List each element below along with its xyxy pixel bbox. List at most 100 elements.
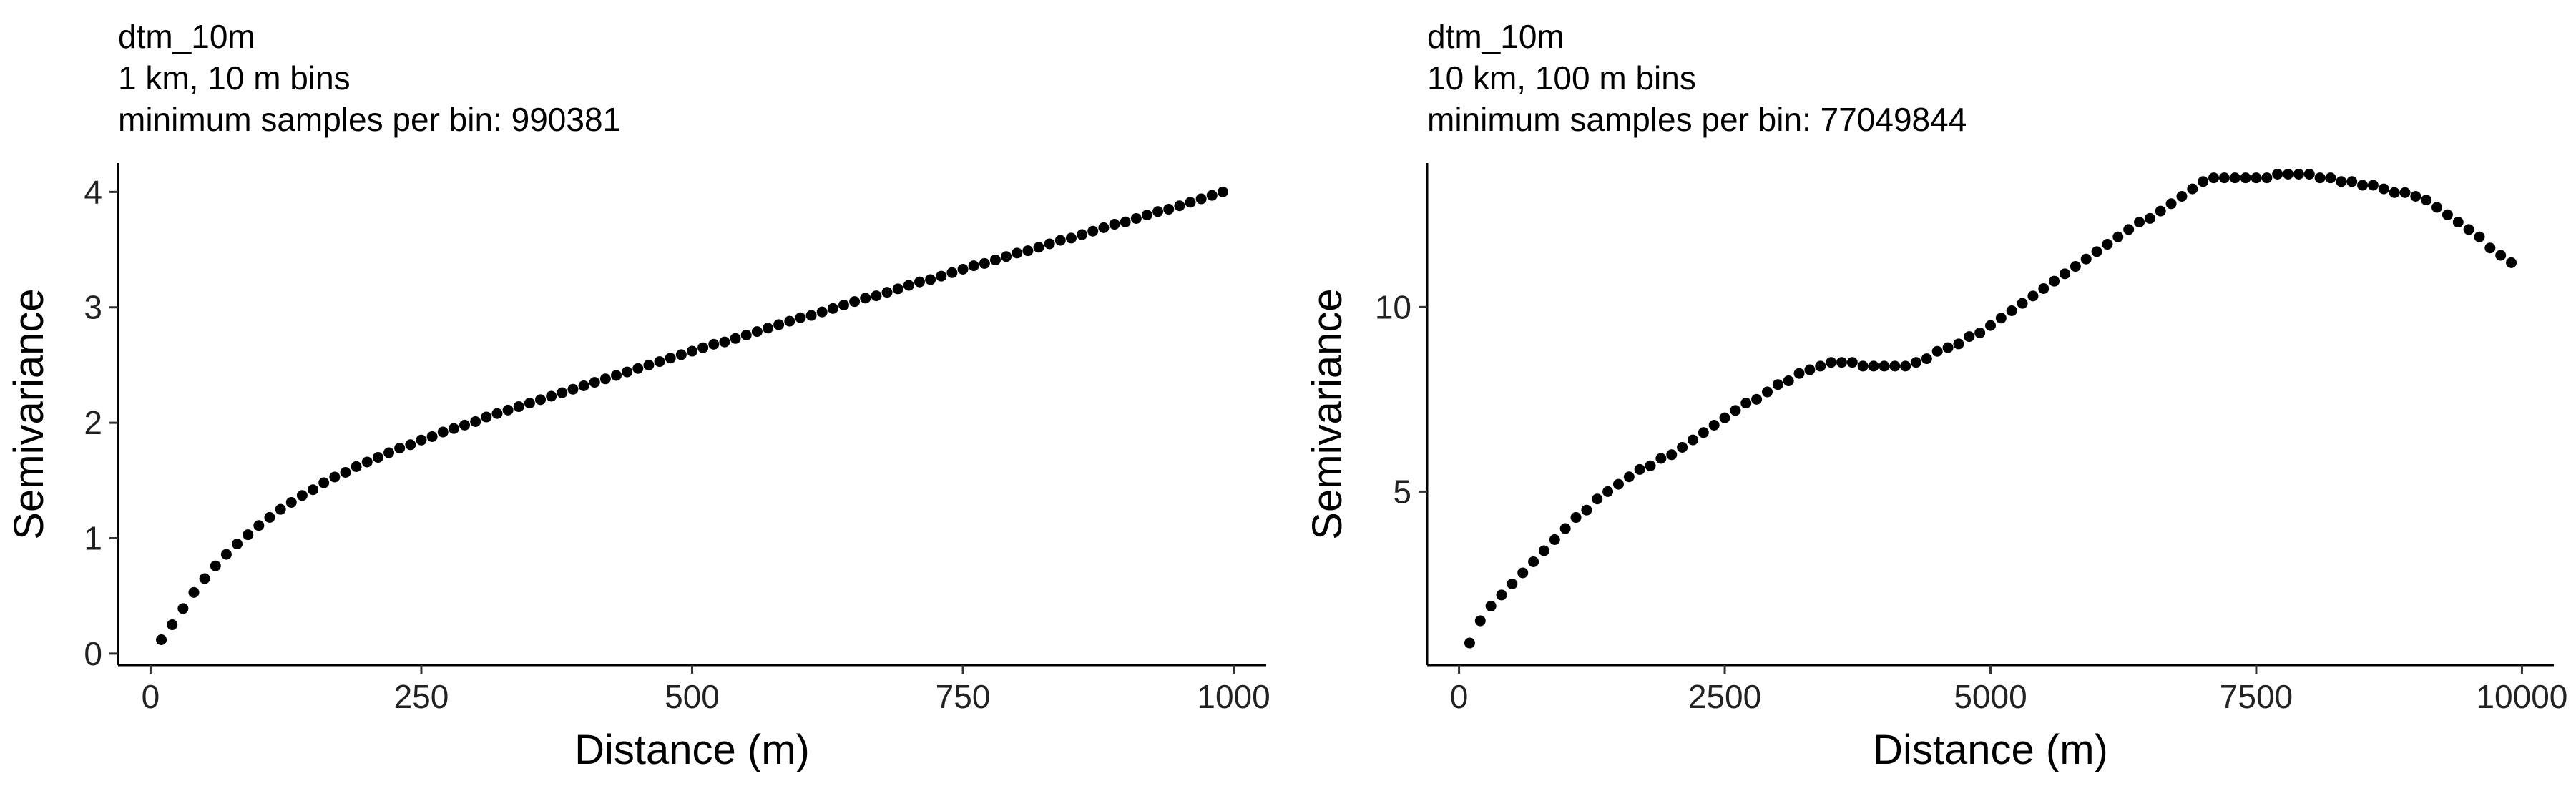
left-data-point — [881, 287, 893, 298]
right-x-tick-label: 10000 — [2476, 678, 2567, 715]
right-data-point — [2410, 190, 2421, 202]
left-data-point — [567, 383, 579, 395]
left-data-point — [394, 443, 406, 454]
left-data-point — [578, 380, 589, 391]
left-data-point — [589, 377, 600, 388]
left-chart-panel: dtm_10m 1 km, 10 m bins minimum samples … — [6, 16, 1270, 773]
right-data-point — [1836, 357, 1847, 368]
left-data-point — [253, 520, 265, 531]
left-x-tick-label: 500 — [665, 678, 720, 715]
left-chart-title-block: dtm_10m 1 km, 10 m bins minimum samples … — [118, 16, 621, 140]
right-data-point — [1698, 427, 1709, 438]
right-y-tick-label: 10 — [1375, 288, 1411, 325]
right-data-point — [1645, 460, 1656, 471]
right-data-point — [1815, 360, 1826, 372]
left-data-point — [557, 387, 568, 398]
right-data-point — [2506, 257, 2517, 268]
right-data-point — [2027, 290, 2039, 302]
left-data-point — [285, 496, 297, 508]
right-data-point — [2229, 172, 2240, 184]
right-data-point — [2006, 305, 2017, 316]
left-data-point — [1217, 186, 1228, 197]
left-data-point — [470, 416, 481, 427]
left-data-point — [719, 336, 730, 348]
left-y-tick-label: 1 — [84, 519, 102, 556]
right-data-point — [1868, 360, 1879, 372]
right-data-point — [2442, 209, 2453, 220]
left-data-point — [210, 560, 221, 571]
left-data-point — [849, 296, 861, 308]
left-data-point — [1012, 247, 1023, 259]
left-data-point — [535, 394, 547, 406]
right-data-point — [1846, 357, 1858, 368]
right-data-point — [2060, 268, 2071, 280]
right-data-point — [2038, 283, 2049, 294]
right-data-point — [1931, 345, 1943, 357]
left-data-point — [308, 484, 319, 496]
left-data-point — [156, 634, 167, 645]
left-data-point — [632, 363, 644, 374]
left-data-point — [914, 276, 925, 288]
right-chart-subtitle-1: 10 km, 100 m bins — [1427, 59, 1696, 97]
right-data-point — [1889, 360, 1901, 372]
left-data-point — [188, 586, 200, 598]
left-chart-plot: 0 250 500 750 1000 0 1 2 3 4 Distance (m) Semivaria… — [6, 163, 1270, 773]
left-data-point — [264, 511, 275, 523]
right-data-point — [1528, 556, 1539, 567]
left-data-point — [611, 370, 622, 381]
right-y-tick-label: 5 — [1393, 473, 1411, 510]
left-y-tick-label: 4 — [84, 173, 102, 210]
left-data-point — [751, 326, 763, 338]
left-data-point — [1077, 229, 1088, 240]
right-data-point — [2367, 180, 2379, 191]
right-data-point — [2378, 183, 2389, 195]
left-data-point — [892, 283, 903, 295]
right-chart-panel: dtm_10m 10 km, 100 m bins minimum sample… — [1288, 0, 2576, 796]
left-data-point — [1033, 242, 1044, 253]
left-data-point — [1120, 216, 1131, 227]
left-data-point — [1174, 200, 1185, 212]
left-x-tick-label: 1000 — [1197, 678, 1270, 715]
left-data-point — [675, 349, 687, 360]
left-data-point — [491, 408, 503, 419]
left-data-point — [740, 329, 752, 340]
left-data-point — [361, 456, 373, 468]
right-data-point — [2251, 172, 2262, 184]
left-y-tick-label: 2 — [84, 404, 102, 441]
left-data-point — [979, 257, 990, 269]
left-data-point — [372, 452, 383, 463]
right-data-point — [1772, 379, 1783, 390]
right-data-point — [2484, 242, 2496, 254]
left-y-tick-label: 0 — [84, 635, 102, 672]
right-data-point — [1857, 360, 1869, 372]
right-data-point — [2463, 224, 2474, 235]
right-data-point — [1964, 331, 1975, 343]
right-data-point — [2399, 187, 2411, 198]
left-data-point — [784, 315, 795, 327]
left-data-point — [795, 312, 806, 323]
right-data-point — [2421, 195, 2432, 206]
right-data-point — [2134, 217, 2145, 228]
right-data-point — [1634, 463, 1645, 475]
right-data-point — [2123, 224, 2135, 235]
right-data-point — [2336, 176, 2347, 187]
right-x-tick-label: 0 — [1450, 678, 1469, 715]
right-data-point — [1485, 600, 1497, 611]
left-data-point — [232, 539, 243, 550]
right-x-tick-label: 2500 — [1688, 678, 1761, 715]
left-data-point — [318, 477, 330, 488]
right-data-point — [1507, 578, 1518, 589]
right-data-point — [2325, 172, 2336, 184]
left-data-point — [1152, 206, 1164, 217]
right-data-point — [2261, 172, 2273, 184]
right-data-point — [1496, 589, 1507, 601]
left-data-point — [1130, 212, 1142, 224]
left-data-point — [481, 411, 492, 423]
left-data-point — [329, 471, 341, 483]
left-data-point — [989, 255, 1001, 266]
right-data-point — [2049, 275, 2060, 287]
right-chart-title: dtm_10m — [1427, 18, 1564, 55]
right-data-point — [1783, 375, 1794, 387]
left-data-point — [838, 299, 849, 310]
right-data-point — [1708, 419, 1720, 431]
